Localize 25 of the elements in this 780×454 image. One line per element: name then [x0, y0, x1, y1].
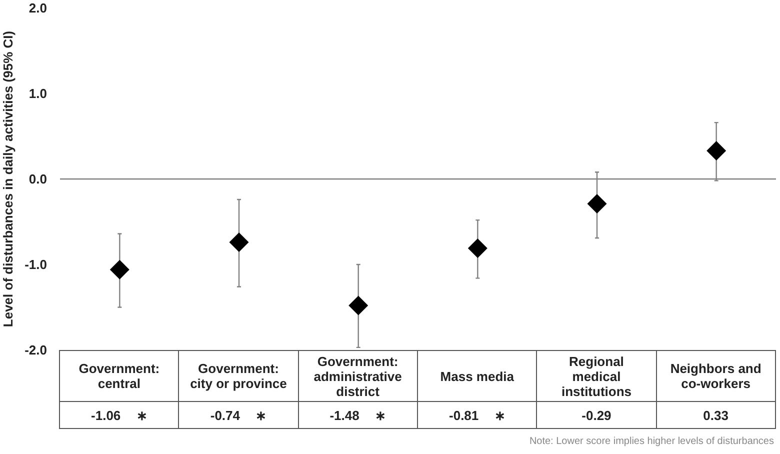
point: [587, 194, 607, 214]
y-tick-label: 2.0: [28, 0, 47, 16]
x-tick-label: Government: central: [60, 350, 179, 402]
x-tick-label: Government: administrative district: [298, 350, 418, 402]
point: [110, 260, 130, 280]
data-label: -0.81 ∗: [417, 402, 537, 428]
y-tick-label: 0.0: [28, 172, 47, 187]
x-tick-label: Mass media: [417, 350, 537, 402]
data-label: -1.48 ∗: [298, 402, 418, 428]
x-tick-label: Government: city or province: [178, 350, 298, 402]
text: Note: Lower score implies higher levels of disturbances: [529, 436, 774, 447]
point: [468, 238, 488, 258]
y-tick-label: -2.0: [24, 342, 47, 358]
y-tick-label: 1.0: [28, 86, 47, 102]
data-label: -1.06 ∗: [60, 402, 179, 428]
point: [348, 296, 368, 316]
y-axis-title: Level of disturbances in daily activities (95% CI): [0, 30, 16, 328]
data-label: -0.74 ∗: [178, 402, 298, 428]
data-label: 0.33: [656, 402, 776, 428]
data-label: -0.29: [536, 402, 656, 428]
y-tick-label: -1.0: [24, 257, 47, 272]
point: [706, 141, 726, 161]
point: [229, 232, 249, 252]
x-tick-label: Regional medical institutions: [536, 350, 656, 402]
x-tick-label: Neighbors and co-workers: [656, 350, 776, 402]
